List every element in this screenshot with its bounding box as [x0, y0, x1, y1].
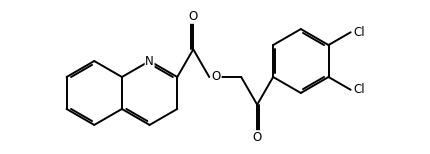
Text: N: N: [145, 55, 154, 67]
Text: Cl: Cl: [354, 26, 366, 39]
Text: O: O: [212, 71, 221, 83]
Text: O: O: [189, 10, 198, 23]
Text: Cl: Cl: [354, 83, 366, 96]
Text: O: O: [252, 131, 262, 144]
